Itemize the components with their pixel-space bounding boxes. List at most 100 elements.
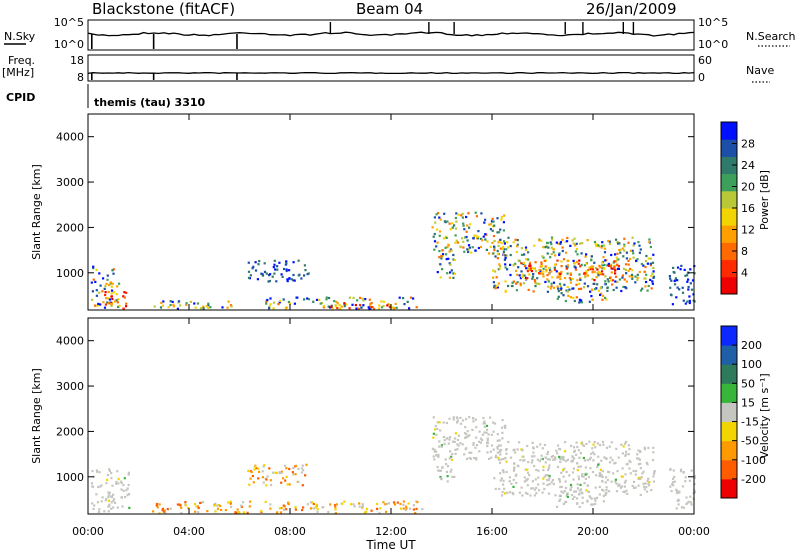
range-gate-cell xyxy=(682,506,685,509)
range-gate-cell xyxy=(577,478,581,481)
range-gate-cell xyxy=(586,499,589,502)
range-gate-cell xyxy=(362,304,365,307)
range-gate-cell xyxy=(469,223,472,226)
y-tick-label: 4000 xyxy=(56,335,84,348)
range-gate-cell xyxy=(575,453,578,456)
range-gate-cell xyxy=(95,289,98,292)
range-gate-cell xyxy=(580,252,583,255)
range-gate-cell xyxy=(560,471,563,474)
range-gate-cell xyxy=(617,258,620,261)
range-gate-cell xyxy=(104,285,107,288)
range-gate-cell xyxy=(594,486,597,489)
range-gate-cell xyxy=(433,248,436,251)
range-gate-cell xyxy=(583,459,586,462)
range-gate-cell xyxy=(578,493,581,496)
range-gate-cell xyxy=(98,508,101,511)
range-gate-cell xyxy=(196,302,200,305)
range-gate-cell xyxy=(574,262,577,265)
range-gate-cell xyxy=(158,512,161,515)
range-gate-cell xyxy=(625,440,628,444)
range-gate-cell xyxy=(534,280,537,283)
range-gate-cell xyxy=(292,261,295,264)
range-gate-cell xyxy=(627,444,630,447)
range-gate-cell xyxy=(487,457,491,460)
range-gate-cell xyxy=(522,282,526,285)
range-gate-cell xyxy=(362,299,365,302)
range-gate-cell xyxy=(566,458,569,461)
range-gate-cell xyxy=(620,443,623,446)
range-gate-cell xyxy=(531,277,534,280)
range-gate-cell xyxy=(443,442,446,445)
range-gate-cell xyxy=(201,501,205,504)
range-gate-cell xyxy=(457,444,460,447)
range-gate-cell xyxy=(467,248,470,251)
range-gate-cell xyxy=(579,265,582,268)
range-gate-cell xyxy=(610,441,613,444)
range-gate-cell xyxy=(407,502,410,505)
range-gate-cell xyxy=(543,443,547,447)
range-gate-cell xyxy=(598,485,601,488)
range-gate-cell xyxy=(506,246,510,249)
range-gate-cell xyxy=(486,442,489,445)
colorbar-tick-label: 20 xyxy=(741,181,755,194)
range-gate-cell xyxy=(651,282,654,285)
range-gate-cell xyxy=(644,285,647,288)
range-gate-cell xyxy=(398,296,401,299)
range-gate-cell xyxy=(449,263,452,266)
range-gate-cell xyxy=(689,282,692,285)
range-gate-cell xyxy=(106,274,109,277)
range-gate-cell xyxy=(652,459,655,462)
range-gate-cell xyxy=(103,306,107,309)
range-gate-cell xyxy=(448,262,451,265)
range-gate-cell xyxy=(447,442,450,445)
range-gate-cell xyxy=(629,249,632,252)
range-gate-cell xyxy=(532,267,536,270)
range-gate-cell xyxy=(639,467,642,470)
range-gate-cell xyxy=(601,298,604,301)
range-gate-cell xyxy=(237,511,241,514)
range-gate-cell xyxy=(571,239,574,242)
range-gate-cell xyxy=(288,277,291,280)
range-gate-cell xyxy=(530,461,533,464)
range-gate-cell xyxy=(684,476,687,479)
range-gate-cell xyxy=(647,484,651,487)
range-gate-cell xyxy=(172,305,175,308)
range-gate-cell xyxy=(545,268,548,271)
range-gate-cell xyxy=(279,299,282,302)
range-gate-cell xyxy=(523,476,526,479)
range-gate-cell xyxy=(640,476,643,479)
range-gate-cell xyxy=(501,483,505,486)
range-gate-cell xyxy=(539,443,542,446)
range-gate-cell xyxy=(601,267,604,270)
range-gate-cell xyxy=(361,505,364,508)
range-gate-cell xyxy=(556,444,560,447)
range-gate-cell xyxy=(492,276,495,279)
range-gate-cell xyxy=(580,488,583,491)
range-gate-cell xyxy=(221,306,224,309)
range-gate-cell xyxy=(611,283,614,286)
range-gate-cell xyxy=(552,286,555,289)
range-gate-cell xyxy=(529,494,532,497)
range-gate-cell xyxy=(560,287,563,290)
range-gate-cell xyxy=(506,241,509,244)
range-gate-cell xyxy=(97,302,100,305)
range-gate-cell xyxy=(578,298,581,301)
range-gate-cell xyxy=(272,301,276,304)
range-gate-cell xyxy=(487,252,491,255)
range-gate-cell xyxy=(490,220,494,223)
range-gate-cell xyxy=(673,279,676,283)
range-gate-cell xyxy=(265,300,268,303)
range-gate-cell xyxy=(248,505,251,508)
range-gate-cell xyxy=(501,490,504,494)
range-gate-cell xyxy=(560,456,563,459)
range-gate-cell xyxy=(491,217,494,220)
range-gate-cell xyxy=(269,297,272,300)
range-gate-cell xyxy=(194,510,197,513)
range-gate-cell xyxy=(492,421,495,424)
range-gate-cell xyxy=(263,464,266,467)
range-gate-cell xyxy=(601,480,604,483)
range-gate-cell xyxy=(162,300,165,303)
range-gate-cell xyxy=(616,241,619,244)
range-gate-cell xyxy=(107,499,111,502)
range-gate-cell xyxy=(608,490,611,493)
